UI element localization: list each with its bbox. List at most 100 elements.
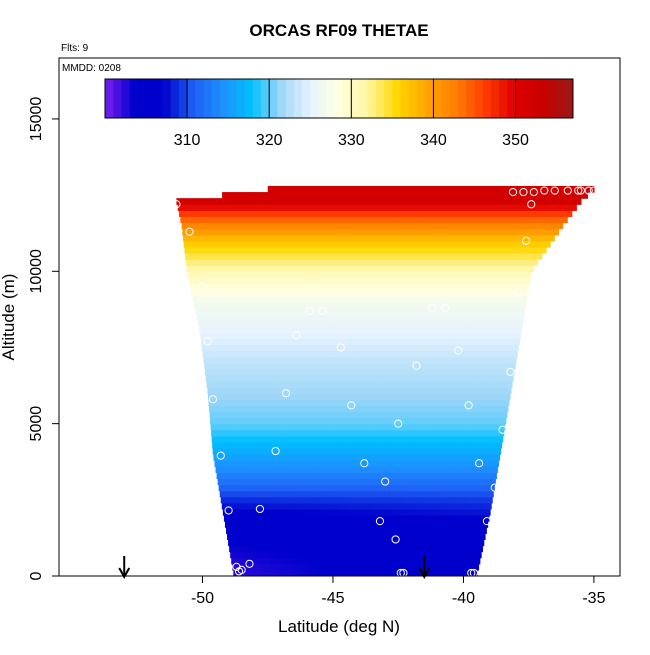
field-cell [251, 374, 259, 382]
field-cell [299, 228, 307, 236]
field-cell [298, 338, 307, 346]
field-cell [321, 551, 329, 559]
field-cell [490, 240, 498, 248]
field-cell [482, 539, 485, 547]
field-cell [311, 533, 319, 541]
field-cell [348, 435, 356, 443]
field-cell [422, 454, 430, 461]
field-cell [496, 185, 504, 193]
field-cell [567, 192, 575, 199]
field-cell [352, 405, 360, 413]
field-cell [410, 277, 418, 285]
field-cell [511, 210, 519, 218]
field-cell [518, 210, 526, 218]
field-cell [506, 265, 514, 272]
field-cell [396, 454, 404, 461]
field-cell [303, 441, 311, 449]
field-cell [459, 210, 467, 218]
field-cell [460, 527, 468, 534]
field-cell [394, 557, 402, 565]
field-cell [255, 240, 263, 248]
field-cell [190, 204, 198, 211]
field-cell [244, 435, 252, 443]
field-cell [402, 490, 410, 498]
field-cell [291, 527, 299, 534]
field-cell [341, 320, 349, 327]
field-cell [408, 563, 416, 571]
field-cell [414, 265, 422, 272]
field-cell [269, 429, 277, 437]
field-cell [292, 496, 300, 504]
field-cell [442, 496, 450, 504]
field-cell [227, 533, 235, 541]
field-cell [350, 569, 358, 576]
field-cell [323, 441, 331, 449]
field-cell [523, 246, 531, 254]
field-cell [213, 380, 221, 388]
field-cell [334, 423, 342, 431]
field-cell [371, 399, 379, 406]
field-cell [272, 332, 280, 339]
date-note: MMDD: 0208 [62, 63, 121, 74]
field-cell [300, 350, 308, 358]
field-cell [365, 198, 373, 205]
field-cell [385, 192, 393, 199]
field-cell [229, 356, 237, 364]
field-cell [508, 393, 511, 400]
field-cell [417, 185, 425, 193]
colorbar-segment [540, 79, 549, 118]
field-cell [295, 289, 303, 297]
field-cell [442, 460, 450, 467]
field-cell [285, 533, 293, 541]
field-cell [367, 515, 375, 522]
field-cell [327, 204, 335, 211]
field-cell [320, 417, 329, 425]
field-cell [442, 338, 450, 346]
colorbar-segment [507, 79, 517, 118]
field-cell [432, 478, 441, 486]
field-cell [462, 277, 470, 285]
field-cell [430, 350, 439, 358]
field-cell [301, 204, 309, 211]
field-cell [433, 441, 442, 449]
field-cell [373, 417, 381, 425]
field-cell [241, 307, 249, 315]
field-cell [307, 283, 315, 291]
field-cell [355, 326, 363, 333]
field-cell [374, 289, 382, 297]
field-cell [276, 429, 284, 437]
field-cell [437, 405, 445, 413]
field-cell [348, 253, 356, 260]
field-cell [235, 198, 243, 205]
field-cell [222, 313, 230, 321]
field-cell [483, 198, 491, 205]
field-cell [382, 380, 390, 388]
field-cell [236, 362, 244, 370]
field-cell [379, 313, 387, 321]
field-cell [411, 283, 420, 291]
field-cell [232, 563, 240, 571]
field-cell [185, 253, 193, 260]
field-cell [200, 301, 208, 309]
field-cell [268, 508, 276, 516]
colorbar-segment [154, 79, 163, 118]
field-cell [275, 240, 283, 248]
field-cell [325, 496, 333, 504]
field-cell [287, 313, 296, 321]
field-cell [402, 216, 410, 224]
field-cell [281, 417, 289, 425]
field-cell [497, 204, 505, 211]
field-cell [458, 423, 466, 431]
field-cell [541, 228, 549, 236]
field-cell [316, 374, 324, 382]
field-cell [338, 539, 347, 547]
field-cell [503, 240, 511, 248]
field-cell [333, 508, 341, 516]
field-cell [404, 539, 412, 547]
field-cell [401, 259, 409, 266]
field-cell [457, 240, 465, 248]
field-cell [394, 441, 402, 449]
field-cell [374, 478, 382, 486]
field-cell [338, 222, 346, 230]
field-cell [417, 350, 426, 358]
